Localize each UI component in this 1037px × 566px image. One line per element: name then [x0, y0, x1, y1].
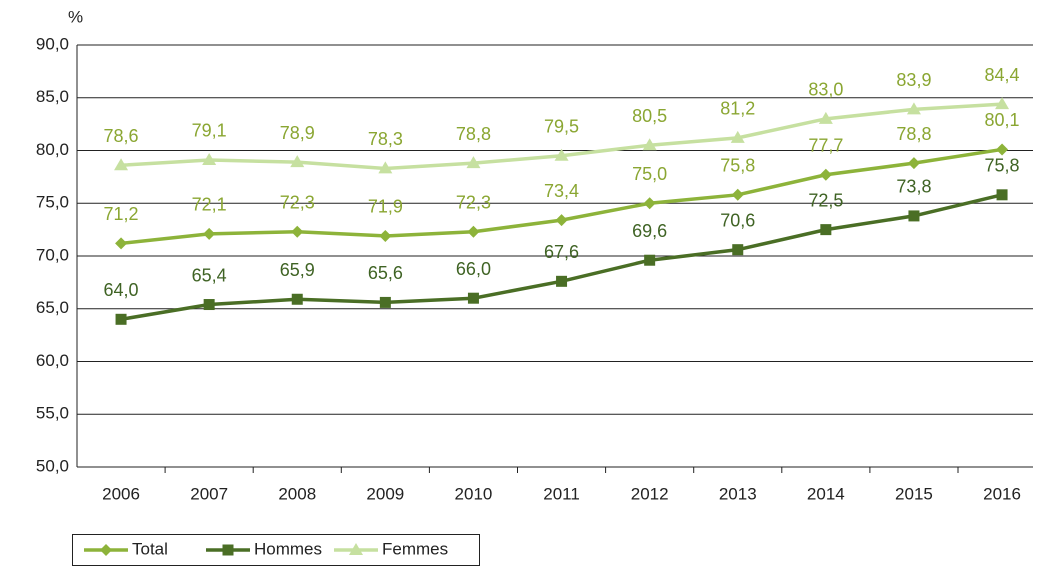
data-label: 64,0: [104, 280, 139, 300]
marker: [554, 148, 569, 161]
marker: [349, 543, 363, 555]
marker: [202, 152, 217, 165]
x-tick-label: 2006: [102, 484, 140, 503]
data-label: 78,6: [104, 126, 139, 146]
marker: [555, 214, 568, 227]
data-label: 83,0: [808, 80, 843, 100]
marker: [995, 97, 1010, 110]
x-tick-label: 2012: [631, 484, 669, 503]
data-label: 78,3: [368, 129, 403, 149]
marker: [115, 313, 127, 325]
marker: [732, 244, 744, 256]
marker: [291, 225, 304, 238]
y-tick-label: 70,0: [36, 245, 69, 264]
marker: [379, 229, 392, 242]
marker: [819, 168, 832, 181]
y-tick-label: 90,0: [36, 34, 69, 53]
data-label: 66,0: [456, 259, 491, 279]
marker: [290, 155, 305, 168]
data-label: 72,5: [808, 190, 843, 210]
marker: [203, 227, 216, 240]
marker: [467, 225, 480, 238]
data-label: 79,1: [192, 121, 227, 141]
marker: [115, 237, 128, 250]
marker: [203, 299, 215, 311]
y-tick-label: 60,0: [36, 351, 69, 370]
data-label: 72,1: [192, 195, 227, 215]
data-label: 67,6: [544, 242, 579, 262]
y-tick-label: 55,0: [36, 404, 69, 423]
data-label: 69,6: [632, 221, 667, 241]
data-label: 65,6: [368, 263, 403, 283]
y-tick-label: 85,0: [36, 87, 69, 106]
marker: [222, 544, 234, 556]
marker: [907, 157, 920, 170]
y-tick-label: 75,0: [36, 193, 69, 212]
marker: [730, 130, 745, 143]
data-label: 71,2: [104, 204, 139, 224]
x-tick-label: 2011: [543, 484, 580, 503]
data-label: 79,5: [544, 117, 579, 137]
data-label: 83,9: [896, 70, 931, 90]
data-label: 75,0: [632, 164, 667, 184]
marker: [996, 189, 1008, 201]
marker: [731, 188, 744, 201]
marker: [996, 143, 1009, 156]
legend-label: Femmes: [382, 539, 448, 558]
x-tick-label: 2008: [278, 484, 316, 503]
data-label: 75,8: [720, 156, 755, 176]
data-label: 73,8: [896, 177, 931, 197]
x-tick-label: 2016: [983, 484, 1021, 503]
data-label: 65,4: [192, 265, 227, 285]
data-label: 72,3: [456, 192, 491, 212]
marker: [378, 161, 393, 174]
data-label: 65,9: [280, 260, 315, 280]
x-tick-label: 2010: [455, 484, 493, 503]
marker: [818, 111, 833, 124]
data-label: 77,7: [808, 136, 843, 156]
data-label: 71,9: [368, 197, 403, 217]
data-label: 78,9: [280, 123, 315, 143]
data-label: 81,2: [720, 99, 755, 119]
marker: [114, 158, 129, 171]
x-tick-label: 2015: [895, 484, 933, 503]
marker: [291, 293, 303, 305]
x-tick-label: 2007: [190, 484, 228, 503]
data-label: 75,8: [985, 156, 1020, 176]
marker: [906, 102, 921, 115]
marker: [100, 544, 112, 556]
data-label: 78,8: [456, 124, 491, 144]
legend-label: Total: [132, 539, 168, 558]
y-tick-label: 50,0: [36, 456, 69, 475]
data-label: 70,6: [720, 210, 755, 230]
x-tick-label: 2009: [366, 484, 404, 503]
data-label: 80,1: [985, 110, 1020, 130]
data-label: 78,8: [896, 124, 931, 144]
x-tick-label: 2014: [807, 484, 845, 503]
y-tick-label: 65,0: [36, 298, 69, 317]
legend-box: [72, 534, 480, 566]
legend-label: Hommes: [254, 539, 322, 558]
data-label: 84,4: [985, 65, 1020, 85]
y-axis-label: %: [68, 7, 83, 26]
marker: [467, 292, 479, 304]
x-tick-label: 2013: [719, 484, 757, 503]
marker: [379, 296, 391, 308]
data-label: 80,5: [632, 106, 667, 126]
data-label: 73,4: [544, 181, 579, 201]
marker: [642, 138, 657, 151]
marker: [908, 210, 920, 222]
marker: [643, 197, 656, 210]
marker: [556, 275, 568, 287]
marker: [466, 156, 481, 169]
data-label: 72,3: [280, 192, 315, 212]
marker: [644, 254, 656, 266]
marker: [820, 224, 832, 236]
y-tick-label: 80,0: [36, 140, 69, 159]
